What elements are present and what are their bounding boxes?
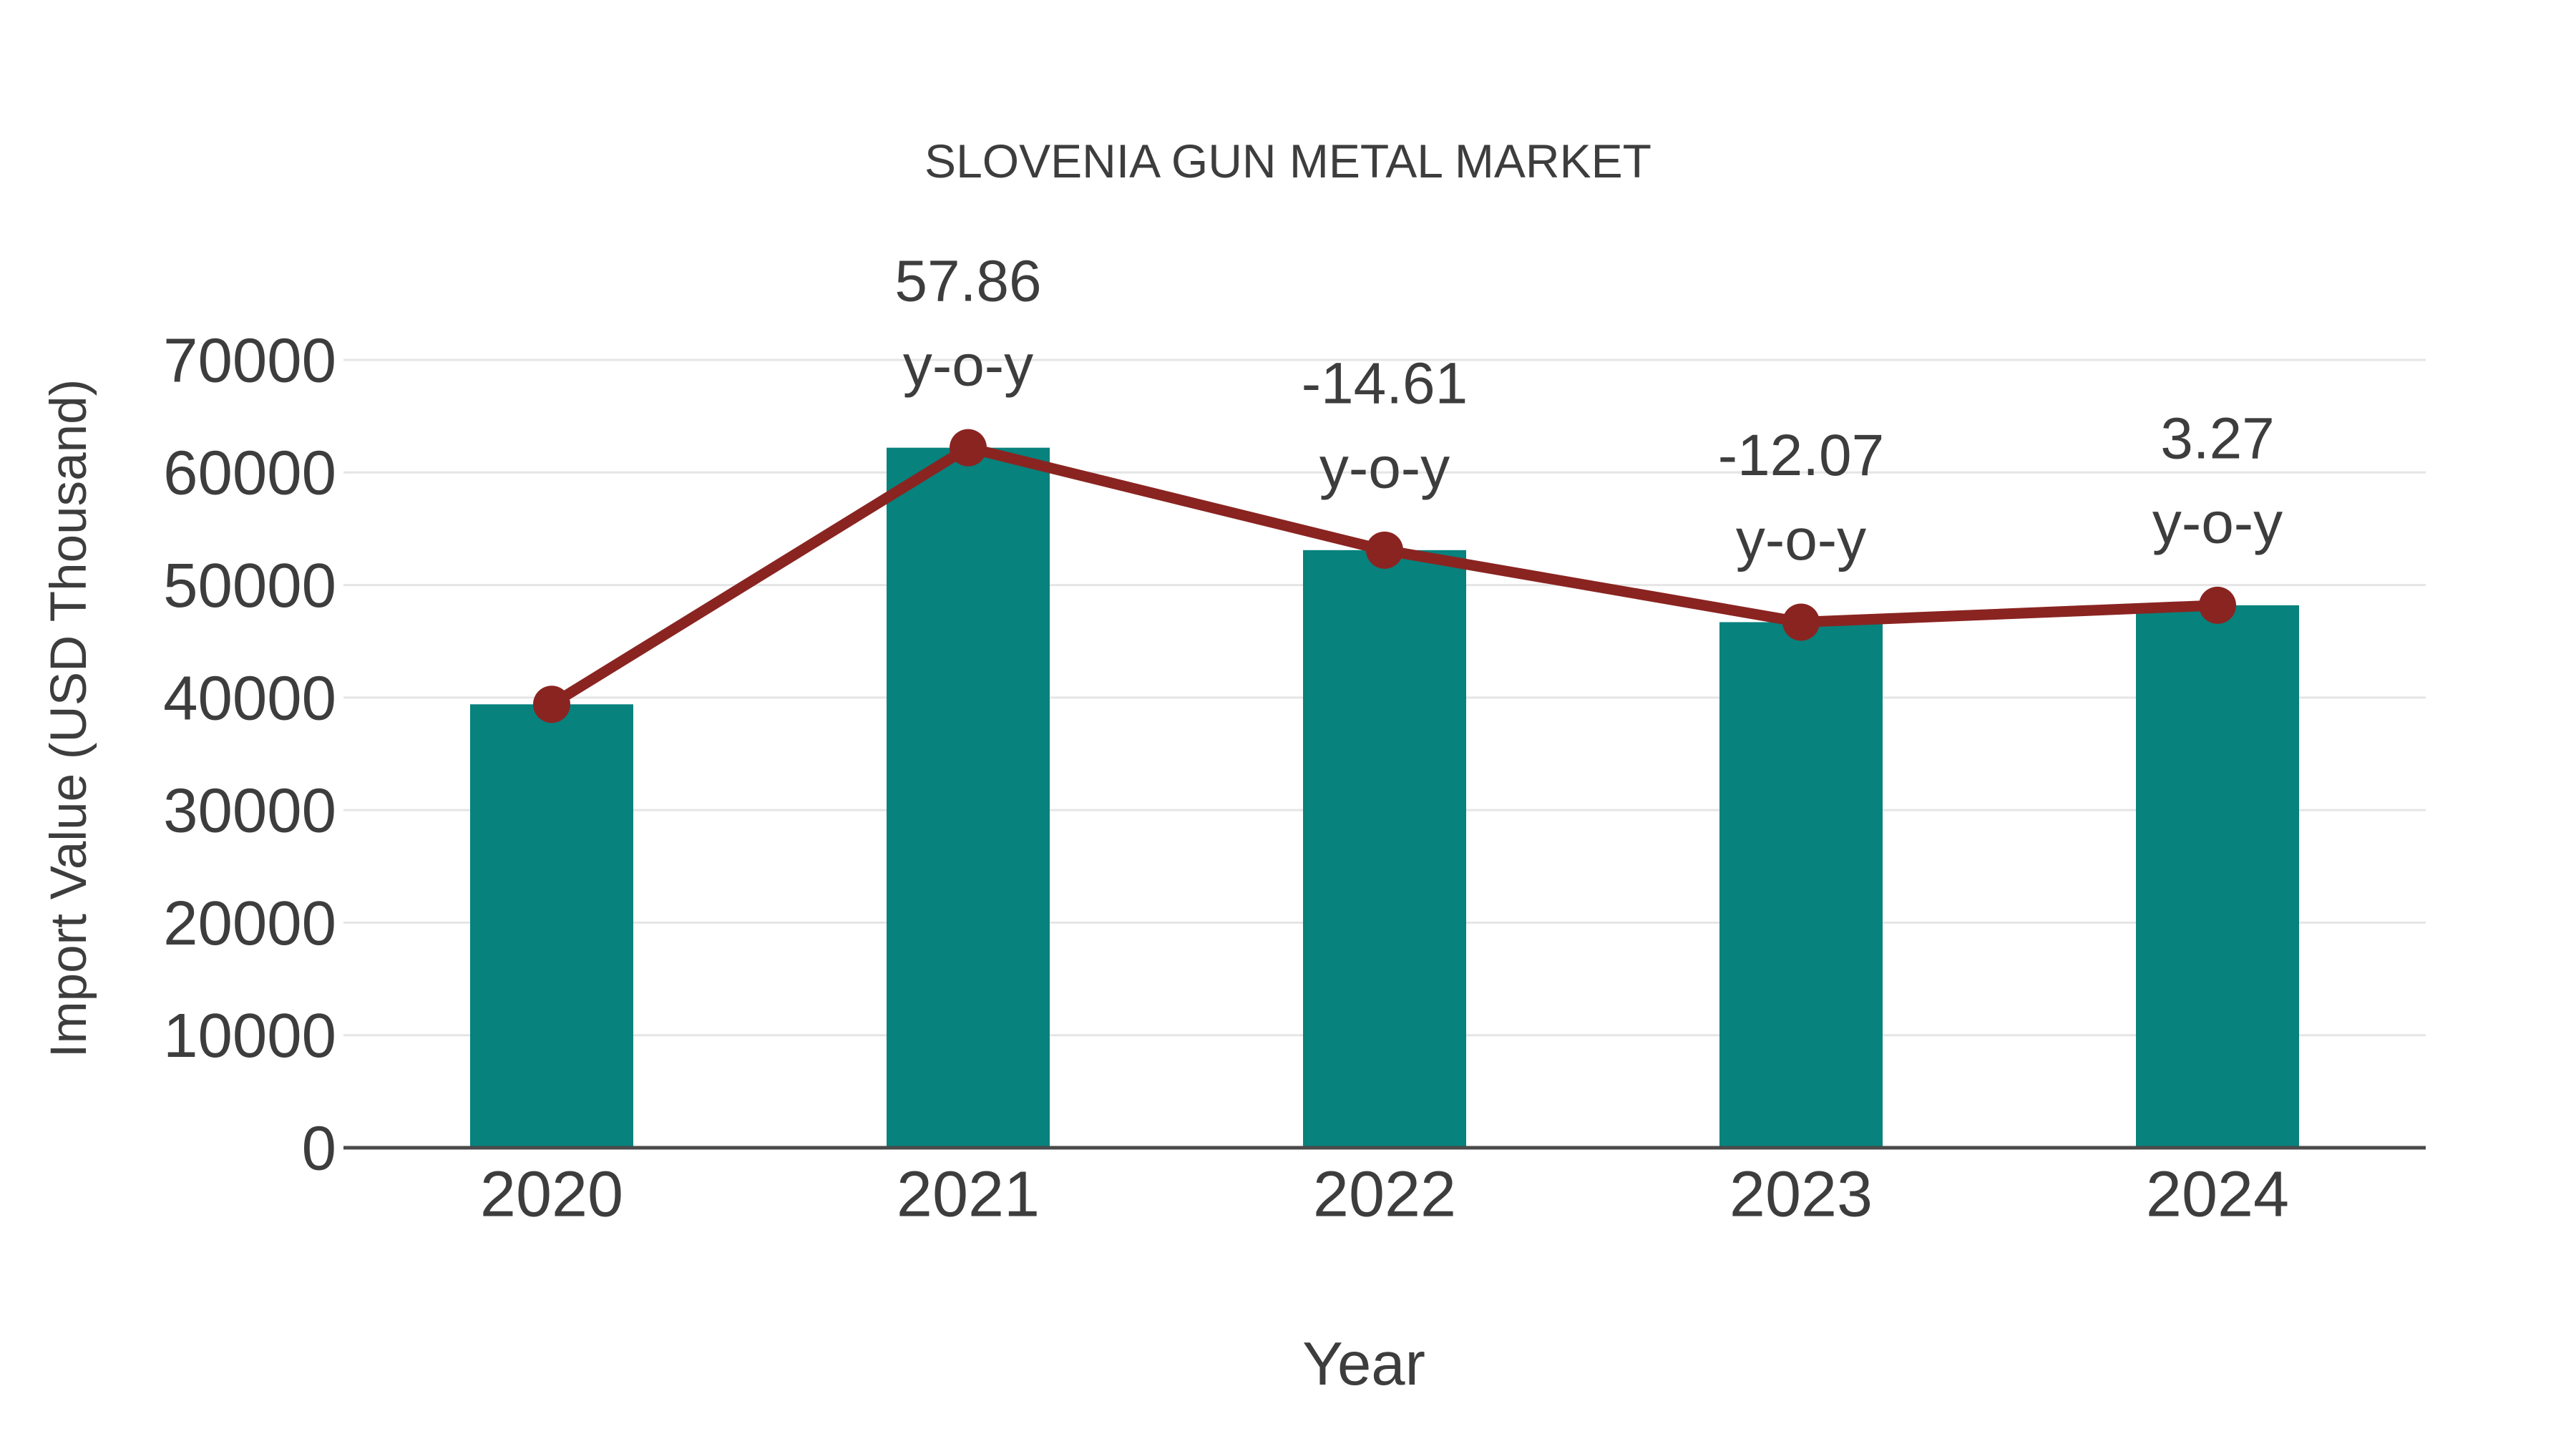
y-tick-label-0: 0 bbox=[302, 1113, 336, 1183]
y-tick-labels: 0 10000 20000 30000 40000 50000 60000 70000 bbox=[163, 326, 336, 1183]
bars bbox=[470, 447, 2299, 1148]
x-tick-label-2021: 2021 bbox=[897, 1159, 1040, 1231]
marker-2021 bbox=[950, 429, 987, 467]
bar-2023 bbox=[1719, 622, 1883, 1148]
annotation-suffix-2023: y-o-y bbox=[1736, 507, 1866, 572]
y-axis-title: Import Value (USD Thousand) bbox=[41, 379, 97, 1058]
x-tick-label-2020: 2020 bbox=[480, 1159, 623, 1231]
y-tick-label-30000: 30000 bbox=[163, 776, 336, 846]
markers bbox=[533, 429, 2236, 723]
x-tick-labels: 2020 2021 2022 2023 2024 bbox=[480, 1159, 2289, 1231]
annotations: 57.86 y-o-y -14.61 y-o-y -12.07 y-o-y 3.27 y-o-… bbox=[894, 248, 2283, 572]
bar-2022 bbox=[1303, 550, 1466, 1148]
bar-2024 bbox=[2136, 605, 2299, 1148]
chart-title: SLOVENIA GUN METAL MARKET bbox=[924, 135, 1652, 187]
bar-2020 bbox=[470, 704, 633, 1148]
marker-2024 bbox=[2199, 586, 2236, 624]
annotation-value-2022: -14.61 bbox=[1302, 351, 1468, 416]
y-tick-label-60000: 60000 bbox=[163, 439, 336, 508]
y-tick-label-10000: 10000 bbox=[163, 1001, 336, 1070]
annotation-suffix-2024: y-o-y bbox=[2152, 491, 2283, 556]
y-tick-label-20000: 20000 bbox=[163, 889, 336, 958]
bar-2021 bbox=[887, 447, 1050, 1148]
y-tick-label-50000: 50000 bbox=[163, 551, 336, 620]
annotation-value-2024: 3.27 bbox=[2160, 406, 2275, 472]
x-tick-label-2024: 2024 bbox=[2146, 1159, 2289, 1231]
y-tick-label-40000: 40000 bbox=[163, 663, 336, 733]
x-tick-label-2023: 2023 bbox=[1729, 1159, 1873, 1231]
marker-2022 bbox=[1366, 531, 1403, 569]
annotation-value-2023: -12.07 bbox=[1718, 423, 1885, 488]
annotation-suffix-2021: y-o-y bbox=[903, 333, 1033, 398]
marker-2023 bbox=[1782, 603, 1820, 641]
marker-2020 bbox=[533, 686, 570, 723]
x-tick-label-2022: 2022 bbox=[1313, 1159, 1456, 1231]
annotation-value-2021: 57.86 bbox=[894, 248, 1041, 313]
x-axis-title: Year bbox=[1302, 1330, 1425, 1398]
y-tick-label-70000: 70000 bbox=[163, 326, 336, 395]
annotation-suffix-2022: y-o-y bbox=[1319, 436, 1450, 501]
